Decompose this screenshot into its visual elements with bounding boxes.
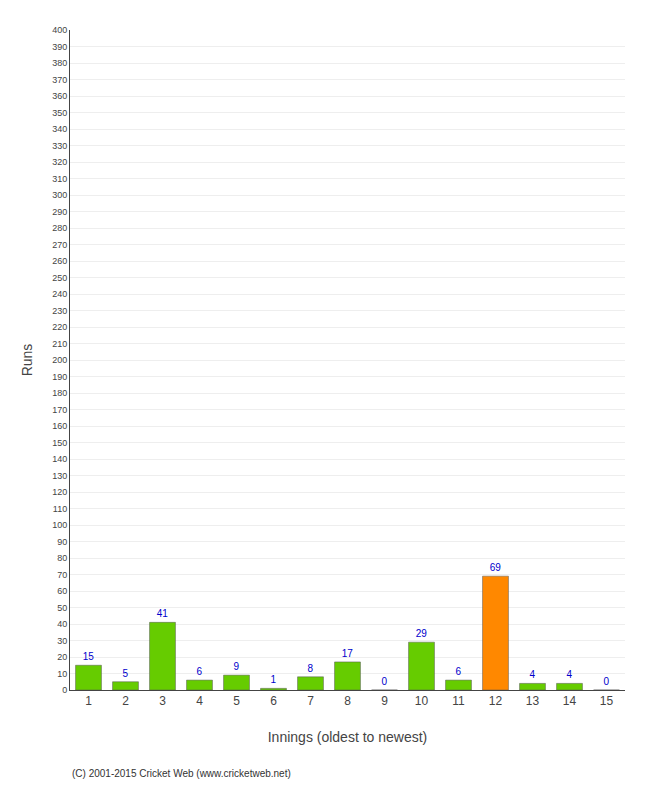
- svg-text:190: 190: [52, 372, 67, 382]
- svg-text:9: 9: [234, 661, 240, 672]
- svg-text:340: 340: [52, 124, 67, 134]
- svg-text:9: 9: [381, 694, 388, 708]
- svg-text:4: 4: [567, 669, 573, 680]
- svg-text:170: 170: [52, 405, 67, 415]
- svg-text:200: 200: [52, 355, 67, 365]
- svg-text:0: 0: [604, 676, 610, 687]
- svg-text:7: 7: [307, 694, 314, 708]
- svg-text:300: 300: [52, 190, 67, 200]
- svg-text:100: 100: [52, 520, 67, 530]
- svg-text:11: 11: [452, 694, 465, 708]
- svg-text:30: 30: [57, 636, 67, 646]
- svg-text:400: 400: [52, 25, 67, 35]
- svg-text:1: 1: [271, 674, 277, 685]
- svg-text:360: 360: [52, 91, 67, 101]
- svg-text:90: 90: [57, 537, 67, 547]
- svg-text:110: 110: [53, 504, 67, 514]
- svg-text:210: 210: [52, 339, 67, 349]
- svg-text:69: 69: [490, 562, 502, 573]
- svg-text:20: 20: [57, 652, 67, 662]
- svg-text:15: 15: [83, 651, 95, 662]
- svg-text:3: 3: [159, 694, 166, 708]
- svg-text:12: 12: [489, 694, 503, 708]
- svg-text:4: 4: [530, 669, 536, 680]
- svg-text:260: 260: [52, 256, 67, 266]
- svg-text:0: 0: [62, 685, 67, 695]
- svg-text:0: 0: [382, 676, 388, 687]
- svg-text:180: 180: [52, 388, 67, 398]
- svg-text:280: 280: [52, 223, 67, 233]
- svg-text:40: 40: [57, 619, 67, 629]
- svg-text:5: 5: [123, 668, 129, 679]
- svg-text:29: 29: [416, 628, 428, 639]
- svg-text:2: 2: [122, 694, 129, 708]
- svg-text:6: 6: [456, 666, 462, 677]
- svg-text:310: 310: [52, 174, 67, 184]
- svg-text:50: 50: [57, 603, 67, 613]
- svg-text:10: 10: [415, 694, 429, 708]
- svg-text:370: 370: [52, 75, 67, 85]
- svg-text:350: 350: [52, 108, 67, 118]
- svg-text:230: 230: [52, 306, 67, 316]
- svg-text:70: 70: [57, 570, 67, 580]
- svg-text:130: 130: [52, 471, 67, 481]
- svg-text:Innings (oldest to newest): Innings (oldest to newest): [268, 729, 428, 745]
- svg-text:60: 60: [57, 586, 67, 596]
- svg-text:380: 380: [52, 58, 67, 68]
- svg-text:10: 10: [57, 669, 67, 679]
- svg-text:1: 1: [85, 694, 92, 708]
- svg-text:120: 120: [52, 487, 67, 497]
- svg-text:Runs: Runs: [19, 344, 35, 377]
- svg-text:140: 140: [52, 454, 67, 464]
- svg-text:150: 150: [52, 438, 67, 448]
- svg-text:270: 270: [52, 240, 67, 250]
- svg-text:6: 6: [270, 694, 277, 708]
- svg-text:80: 80: [57, 553, 67, 563]
- svg-text:320: 320: [52, 157, 67, 167]
- svg-text:13: 13: [526, 694, 540, 708]
- svg-text:220: 220: [52, 322, 67, 332]
- svg-text:5: 5: [233, 694, 240, 708]
- svg-text:15: 15: [600, 694, 614, 708]
- svg-text:240: 240: [52, 289, 67, 299]
- svg-text:17: 17: [342, 648, 354, 659]
- svg-text:390: 390: [52, 42, 67, 52]
- svg-text:290: 290: [52, 207, 67, 217]
- svg-text:41: 41: [157, 608, 169, 619]
- svg-text:160: 160: [52, 421, 67, 431]
- svg-text:6: 6: [197, 666, 203, 677]
- svg-text:4: 4: [196, 694, 203, 708]
- svg-text:14: 14: [563, 694, 577, 708]
- svg-text:250: 250: [52, 273, 67, 283]
- svg-text:330: 330: [52, 141, 67, 151]
- svg-text:(C) 2001-2015 Cricket Web (www: (C) 2001-2015 Cricket Web (www.cricketwe…: [72, 768, 291, 779]
- svg-text:8: 8: [308, 663, 314, 674]
- svg-text:8: 8: [344, 694, 351, 708]
